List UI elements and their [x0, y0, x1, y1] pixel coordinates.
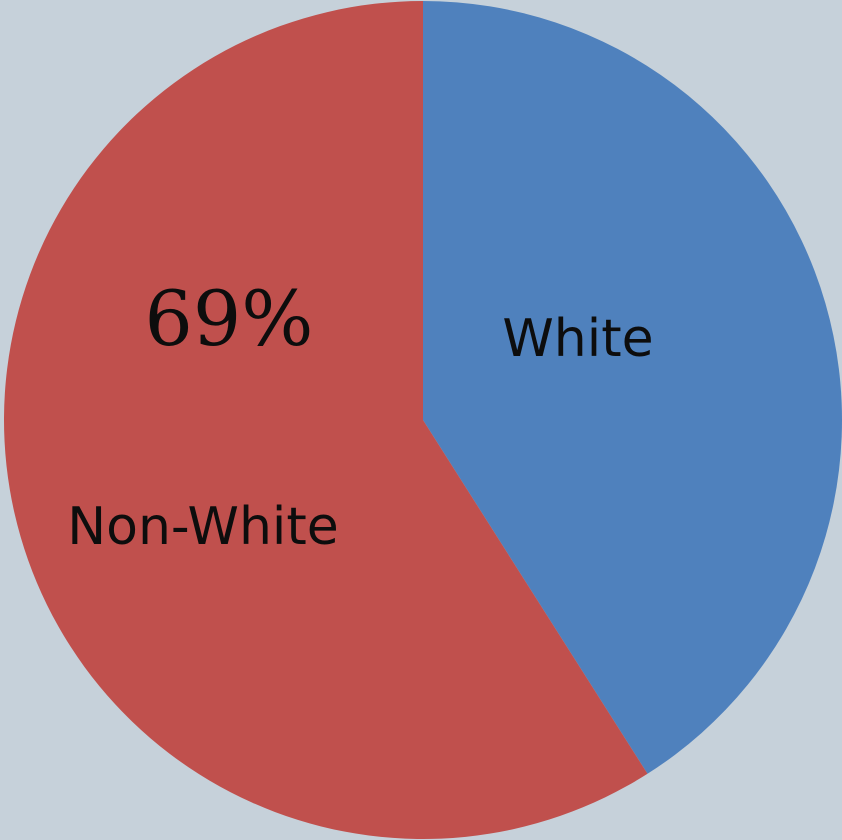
slice-label-white: White	[502, 309, 653, 369]
pie-slice-non-white	[3, 1, 648, 839]
percentage-annotation: 69%	[145, 274, 314, 363]
pie-labels: White Non-White 69%	[67, 274, 653, 557]
pie-slices	[3, 1, 842, 839]
pie-slice-white	[423, 1, 842, 774]
slice-label-non-white: Non-White	[67, 497, 339, 557]
